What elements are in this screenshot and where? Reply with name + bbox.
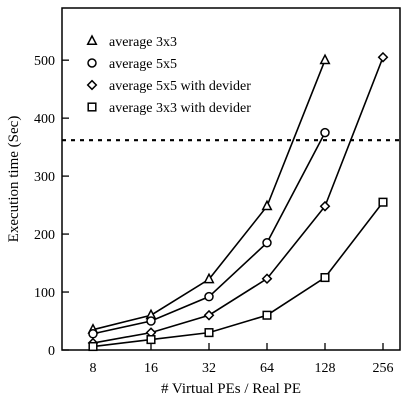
triangle-marker xyxy=(86,34,98,46)
square-marker xyxy=(262,310,272,320)
series-line xyxy=(92,56,384,344)
square-marker xyxy=(378,197,388,207)
series-square xyxy=(88,197,388,352)
circle-marker xyxy=(88,329,98,339)
circle-marker xyxy=(262,238,272,248)
legend-label: average 3x3 with devider xyxy=(109,101,251,116)
diamond-marker xyxy=(261,273,273,285)
circle-marker xyxy=(87,58,97,68)
y-tick-label: 0 xyxy=(48,344,55,359)
legend-label: average 5x5 with devider xyxy=(109,79,251,94)
y-tick-label: 100 xyxy=(34,286,55,301)
y-tick-label: 200 xyxy=(34,228,55,243)
legend-label: average 3x3 xyxy=(109,35,177,50)
x-tick-label: 256 xyxy=(373,361,394,376)
x-tick-label: 16 xyxy=(144,361,158,376)
diamond-marker xyxy=(86,79,98,91)
circle-marker xyxy=(204,291,214,302)
square-marker xyxy=(88,341,98,352)
y-tick-label: 500 xyxy=(34,54,55,69)
diamond-marker xyxy=(377,51,389,63)
series-line xyxy=(92,201,384,348)
x-tick-label: 32 xyxy=(202,361,216,376)
series-diamond xyxy=(87,51,389,349)
diamond-marker xyxy=(319,200,331,212)
square-marker xyxy=(204,328,214,338)
plot-frame xyxy=(61,7,401,351)
square-marker xyxy=(146,335,156,345)
triangle-marker xyxy=(319,53,331,65)
square-marker xyxy=(87,102,97,112)
triangle-marker xyxy=(203,272,215,284)
y-tick-label: 300 xyxy=(34,170,55,185)
diamond-marker xyxy=(203,309,215,321)
x-tick-label: 64 xyxy=(260,361,274,376)
y-tick-label: 400 xyxy=(34,112,55,127)
circle-marker xyxy=(146,316,156,326)
y-axis-title: Execution time (Sec) xyxy=(6,116,22,243)
circle-marker xyxy=(320,127,330,138)
x-tick-label: 128 xyxy=(315,361,336,376)
series-line xyxy=(92,132,326,335)
square-marker xyxy=(320,272,330,283)
series-circle xyxy=(88,127,330,339)
legend-label: average 5x5 xyxy=(109,57,177,72)
x-axis-title: # Virtual PEs / Real PE xyxy=(161,381,301,397)
x-tick-label: 8 xyxy=(90,361,97,376)
triangle-marker xyxy=(261,199,273,211)
